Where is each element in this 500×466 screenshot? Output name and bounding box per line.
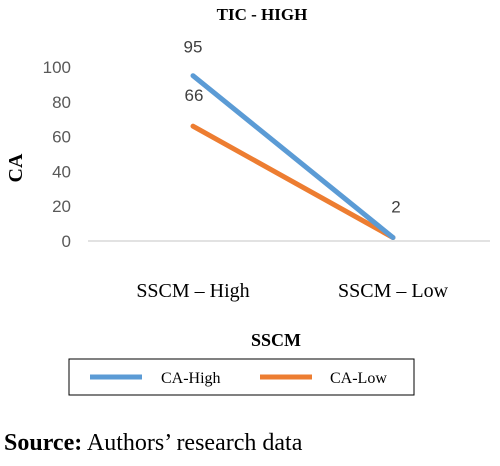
x-tick-labels: SSCM – High SSCM – Low	[136, 280, 448, 302]
x-tick-label-sscm-low: SSCM – Low	[338, 280, 449, 302]
legend-label-ca-high: CA-High	[161, 370, 221, 387]
y-tick-label-20: 20	[52, 197, 71, 216]
source-label: Source:	[4, 430, 83, 456]
x-axis-label: SSCM	[251, 330, 301, 350]
data-label-ca-high-0: 95	[184, 38, 203, 57]
y-tick-label-40: 40	[52, 162, 71, 181]
data-label-ca-low-0: 66	[185, 86, 204, 105]
source-text: Authors’ research data	[82, 430, 303, 456]
legend-box	[68, 358, 415, 396]
x-tick-label-sscm-high: SSCM – High	[136, 280, 249, 302]
chart-title: TIC - HIGH	[217, 5, 308, 24]
source-note: Source: Authors’ research data	[4, 430, 302, 457]
legend-label-ca-low: CA-Low	[330, 370, 387, 387]
y-axis-label: CA	[5, 153, 27, 182]
y-tick-label-100: 100	[43, 58, 71, 77]
y-tick-label-0: 0	[62, 232, 71, 251]
y-tick-label-60: 60	[52, 128, 71, 147]
data-label-ca-high-1: 2	[391, 198, 400, 217]
legend: CA-High CA-Low	[68, 358, 415, 396]
y-tick-label-80: 80	[52, 93, 71, 112]
series-line-ca-high	[190, 73, 396, 241]
y-tick-labels: 0 20 40 60 80 100	[43, 58, 71, 251]
data-labels: 95 2 66	[184, 38, 401, 217]
series-lines	[190, 73, 396, 241]
series-line-ca-low	[190, 123, 396, 241]
